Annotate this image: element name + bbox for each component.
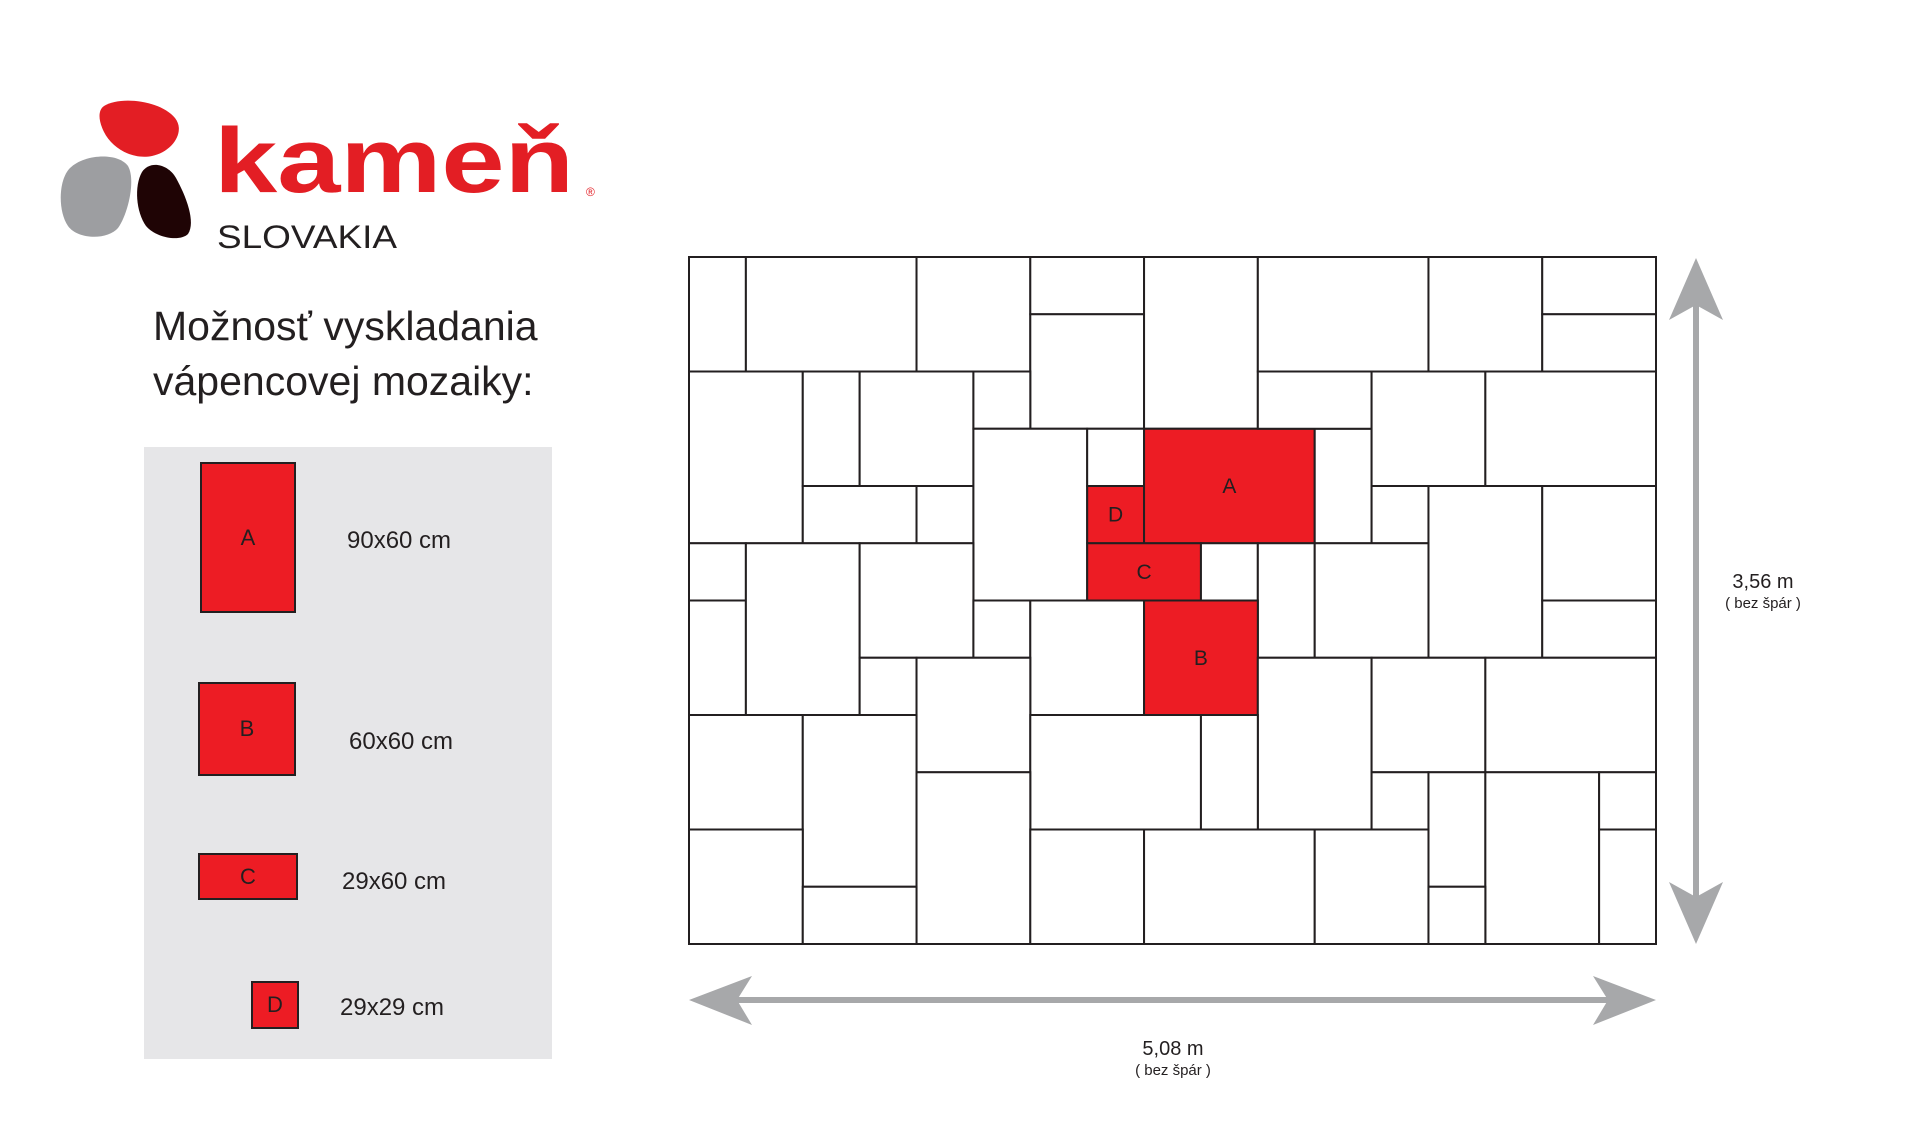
legend-size-c: 29x60 cm xyxy=(342,868,447,895)
legend-size-d: 29x29 cm xyxy=(340,994,445,1021)
legend-swatch-a: A xyxy=(200,462,296,613)
tile xyxy=(688,599,747,716)
tile xyxy=(688,542,747,602)
tile xyxy=(801,714,918,888)
tile-label-b: B xyxy=(1194,647,1208,670)
tile xyxy=(801,885,918,945)
tile xyxy=(1370,656,1487,774)
tile xyxy=(1256,256,1430,373)
heading-line-1: Možnosť vyskladania xyxy=(153,303,538,349)
tile xyxy=(858,656,918,716)
mosaic-tiles: D A C B xyxy=(688,256,1658,945)
tile xyxy=(744,542,861,716)
tile xyxy=(915,485,975,545)
tile xyxy=(1484,771,1601,945)
tile xyxy=(1029,599,1146,716)
tile xyxy=(1370,370,1487,487)
tile xyxy=(744,256,918,373)
tile xyxy=(1256,656,1373,831)
tile xyxy=(688,828,804,945)
tile xyxy=(915,771,1032,945)
tile-legend-panel: A 90x60 cm B 60x60 cm C 29x60 cm D 29x29… xyxy=(144,447,552,1059)
tile xyxy=(1313,828,1430,945)
tile xyxy=(1256,542,1316,659)
tile-label-a: A xyxy=(1222,475,1236,498)
tile xyxy=(1029,256,1146,316)
tile xyxy=(1256,370,1373,430)
tile xyxy=(1541,313,1658,373)
logo-registered-mark: ® xyxy=(586,185,595,199)
tile-c-highlighted xyxy=(1086,542,1202,602)
height-value: 3,56 m xyxy=(1732,571,1794,593)
tile xyxy=(1029,828,1146,945)
dark-pebble-icon xyxy=(137,164,191,239)
red-pebble-icon xyxy=(99,100,179,157)
tile xyxy=(801,485,918,545)
tile xyxy=(972,427,1089,602)
tile xyxy=(1199,542,1259,602)
logo-subtitle-text: SLOVAKIA xyxy=(217,219,398,255)
width-arrow xyxy=(689,976,1656,1025)
legend-swatch-d: D xyxy=(251,981,299,1029)
tile xyxy=(688,256,747,373)
kamen-slovakia-logo: kameň ® SLOVAKIA xyxy=(60,100,595,255)
tile xyxy=(1541,485,1658,602)
tile xyxy=(1313,542,1430,659)
width-value: 5,08 m xyxy=(1142,1038,1204,1060)
tile-b-highlighted xyxy=(1143,599,1259,716)
tile xyxy=(688,370,804,545)
height-note: ( bez špár ) xyxy=(1725,595,1801,612)
legend-size-b: 60x60 cm xyxy=(349,728,454,755)
tile xyxy=(1370,771,1430,831)
tile xyxy=(1427,885,1487,945)
height-arrow xyxy=(1669,258,1723,944)
tile xyxy=(801,370,861,487)
tile-d-highlighted xyxy=(1086,485,1146,545)
tile xyxy=(1541,256,1658,316)
tile xyxy=(1143,256,1259,430)
legend-size-a: 90x60 cm xyxy=(347,527,452,554)
legend-swatch-b: B xyxy=(198,682,296,776)
tile xyxy=(972,370,1032,430)
tile xyxy=(1199,714,1259,831)
tile-label-d: D xyxy=(1108,504,1123,527)
tile xyxy=(1427,771,1487,888)
tile xyxy=(1427,485,1544,659)
tile xyxy=(915,256,1032,373)
tile xyxy=(1541,599,1658,659)
tile xyxy=(1313,427,1373,545)
tile xyxy=(1029,714,1202,831)
legend-swatch-c: C xyxy=(198,853,298,900)
tile xyxy=(1598,771,1658,831)
tile xyxy=(1370,485,1430,545)
width-note: ( bez špár ) xyxy=(1135,1062,1211,1079)
tile xyxy=(858,370,975,487)
heading-line-2: vápencovej mozaiky: xyxy=(153,358,534,404)
grey-pebble-icon xyxy=(60,156,132,237)
tile xyxy=(1427,256,1544,373)
tile xyxy=(915,656,1032,774)
tile xyxy=(858,542,975,659)
tile xyxy=(1143,828,1316,945)
tile xyxy=(1086,427,1146,487)
tile xyxy=(1598,828,1658,945)
tile xyxy=(972,599,1032,659)
tile xyxy=(1029,313,1146,430)
tile-label-c: C xyxy=(1136,561,1151,584)
tile xyxy=(688,714,804,831)
logo-brand-text: kameň xyxy=(214,110,574,212)
tile xyxy=(1484,370,1657,487)
height-dimension-label: 3,56 m ( bez špár ) xyxy=(1725,570,1801,613)
width-dimension-label: 5,08 m ( bez špár ) xyxy=(1135,1037,1211,1080)
tile xyxy=(1484,656,1657,774)
